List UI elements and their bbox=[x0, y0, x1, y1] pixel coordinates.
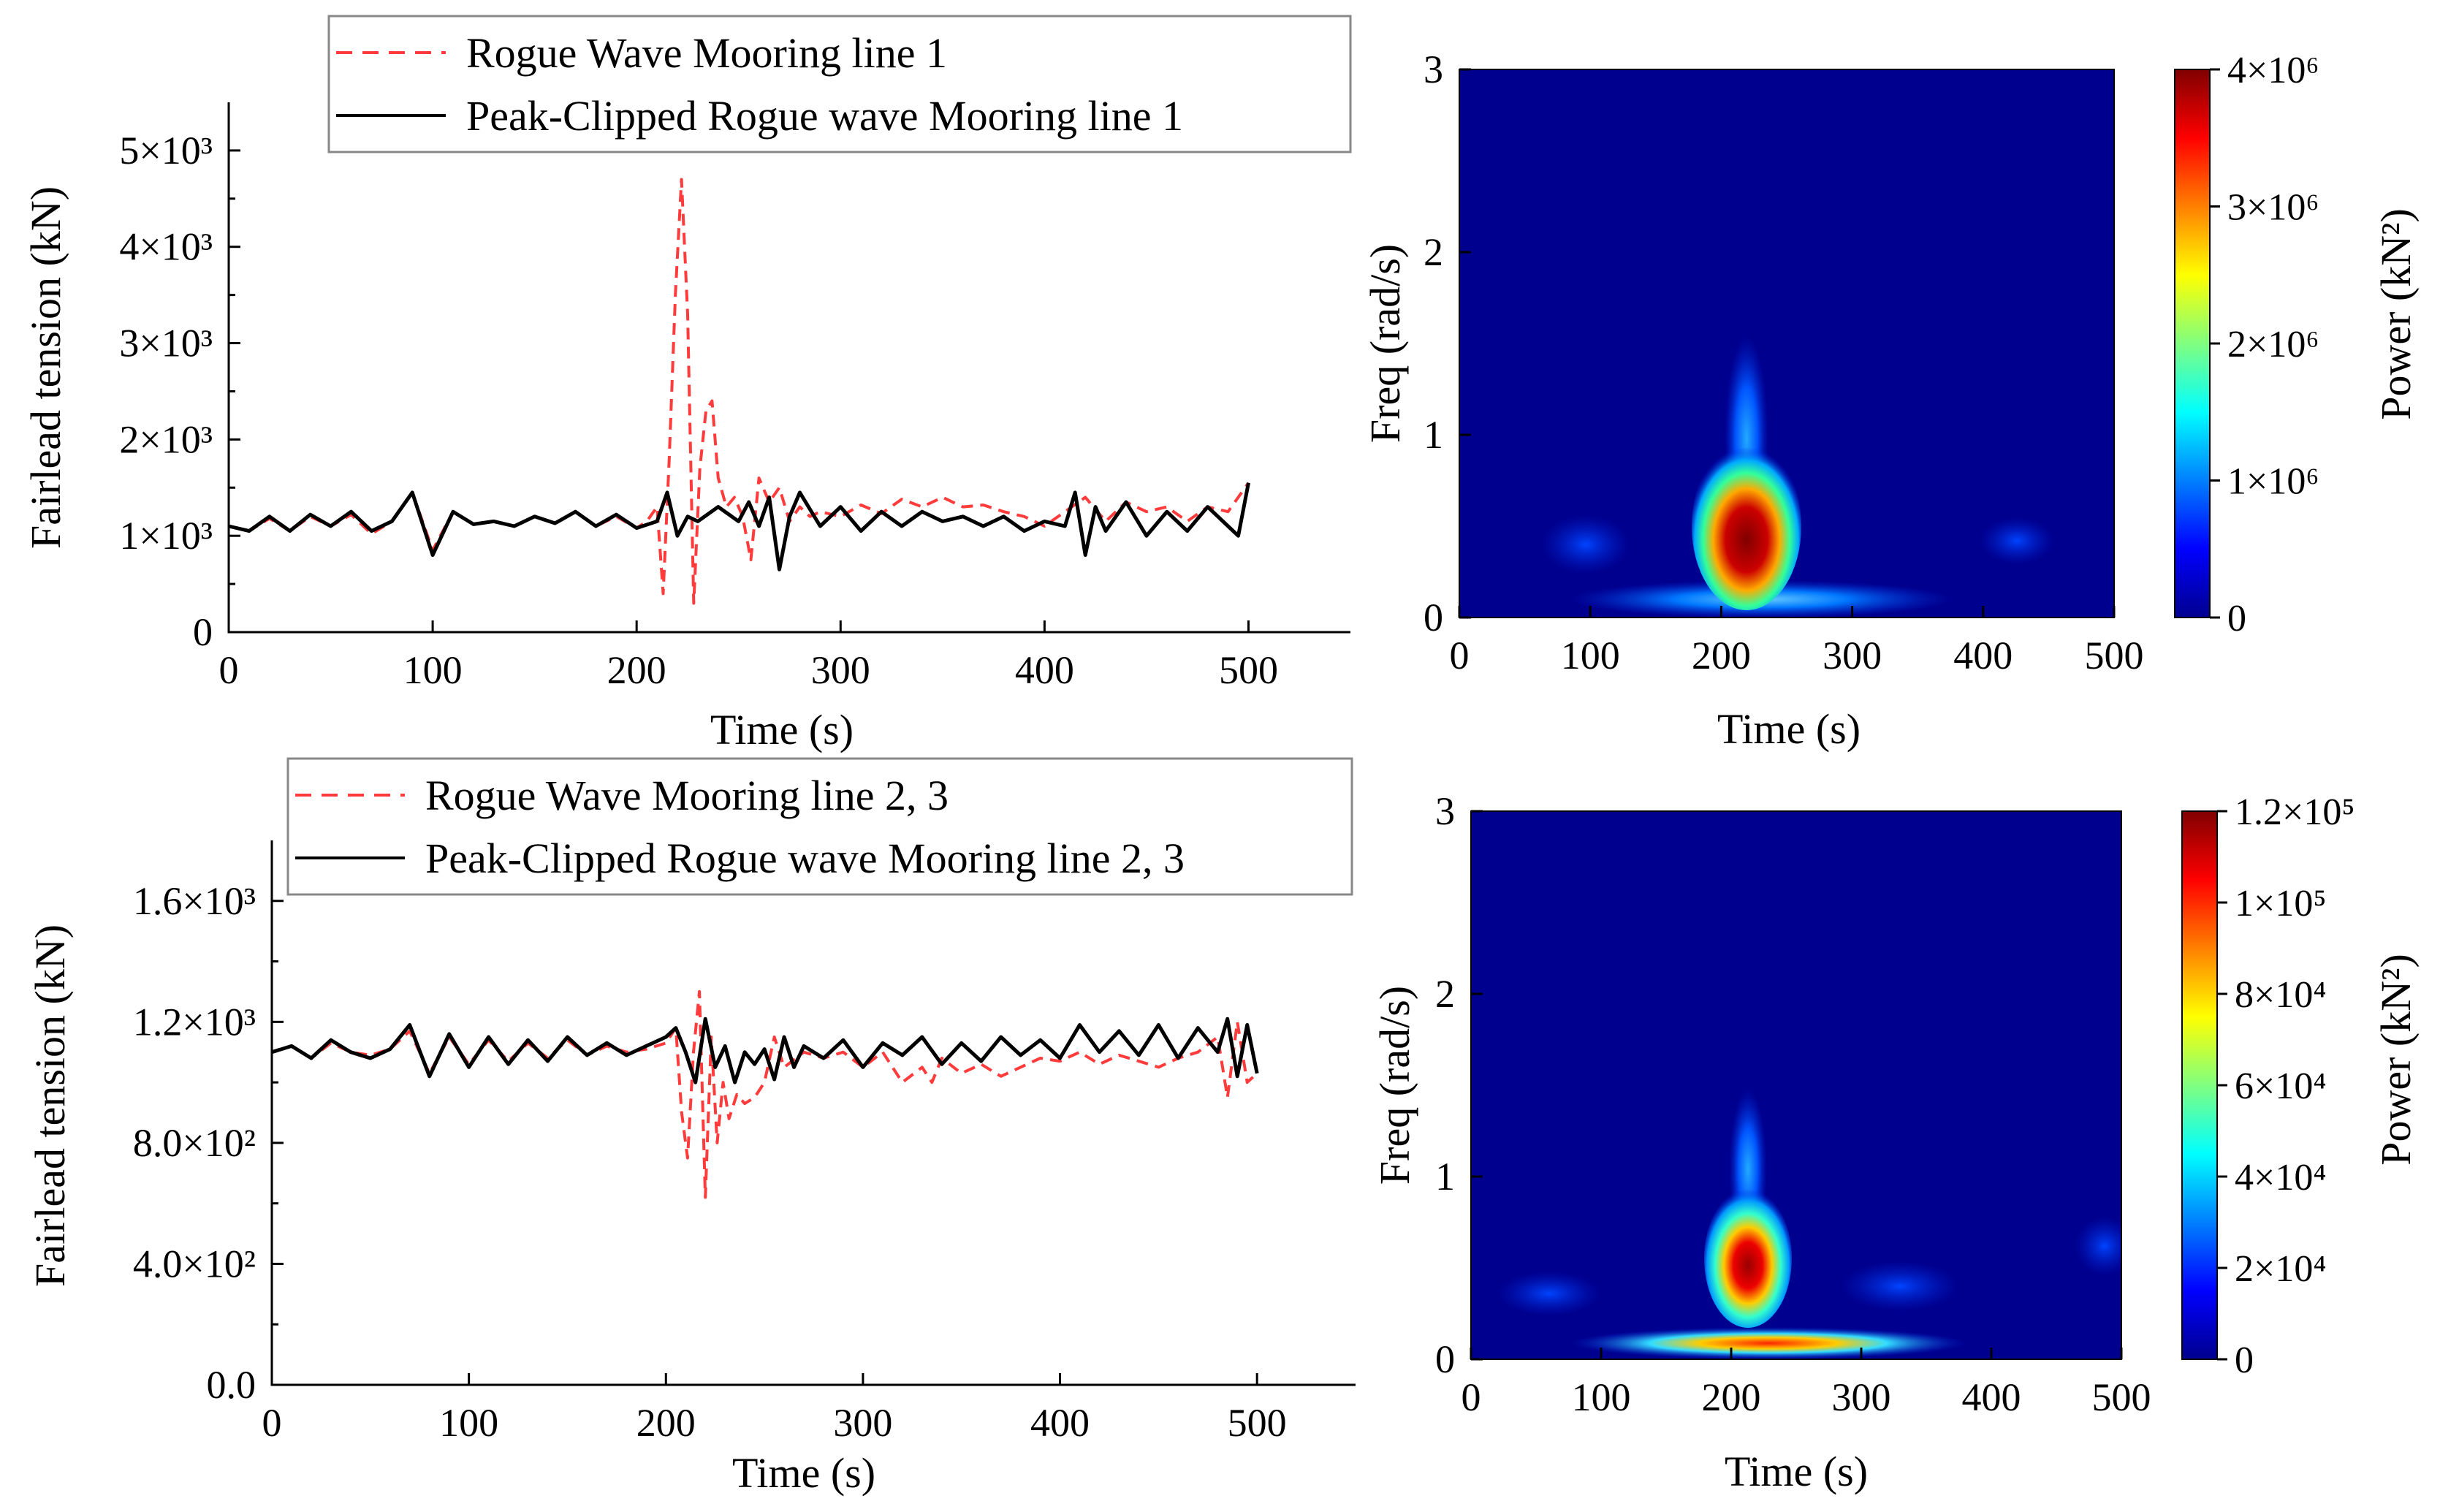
x-tick-label: 300 bbox=[811, 648, 870, 692]
y-axis-label: Fairlead tension (kN) bbox=[22, 186, 69, 549]
y-tick-label: 5×10³ bbox=[119, 129, 213, 172]
x-tick-label: 400 bbox=[1962, 1375, 2021, 1419]
background-glow bbox=[1980, 517, 2053, 564]
colorbar-label: Power (kN²) bbox=[2372, 954, 2420, 1166]
series-line-peak-clipped bbox=[271, 1017, 1259, 1084]
y-tick-label: 2×10³ bbox=[119, 417, 213, 461]
y-tick-label: 3×10³ bbox=[119, 322, 213, 365]
x-tick-label: 100 bbox=[403, 648, 463, 692]
x-tick-label: 200 bbox=[1692, 634, 1751, 677]
colorbar-tick-label: 2×10⁶ bbox=[2227, 324, 2319, 365]
y-tick-label: 1.6×10³ bbox=[133, 879, 256, 923]
x-tick-label: 0 bbox=[1462, 1375, 1481, 1419]
colorbar-label: Power (kN²) bbox=[2372, 208, 2420, 420]
y-tick-label: 0.0 bbox=[207, 1363, 256, 1407]
chart-spectrogram-line1: 0 100 200 300 400 500 0 1 2 3 Time (s) Freq (rad… bbox=[1361, 48, 2420, 753]
x-tick-label: 100 bbox=[1561, 634, 1620, 677]
legend-box-top bbox=[327, 15, 1352, 153]
y-tick-label: 1 bbox=[1424, 413, 1443, 457]
x-tick-label: 200 bbox=[607, 648, 666, 692]
legend-label-rogue-23: Rogue Wave Mooring line 2, 3 bbox=[425, 772, 949, 819]
x-tick-label: 400 bbox=[1030, 1401, 1090, 1445]
colorbar-tick-label: 0 bbox=[2227, 598, 2246, 639]
colorbar bbox=[2181, 810, 2218, 1360]
colorbar-tick-label: 4×10⁴ bbox=[2235, 1157, 2326, 1198]
y-axis-label: Freq (rad/s) bbox=[1371, 986, 1418, 1185]
x-tick-label: 400 bbox=[1015, 648, 1074, 692]
chart-tension-line1: Rogue Wave Mooring line 1 Peak-Clipped R… bbox=[22, 15, 1352, 753]
x-tick-label: 400 bbox=[1953, 634, 2013, 677]
colorbar-tick-label: 1.2×10⁵ bbox=[2235, 791, 2355, 833]
x-tick-label: 300 bbox=[1832, 1375, 1891, 1419]
x-tick-label: 200 bbox=[1702, 1375, 1761, 1419]
x-tick-label: 500 bbox=[2085, 634, 2144, 677]
y-tick-label: 1 bbox=[1435, 1155, 1455, 1198]
legend-box-bottom bbox=[286, 757, 1353, 896]
x-axis-label: Time (s) bbox=[1725, 1448, 1868, 1495]
x-tick-label: 0 bbox=[1450, 634, 1470, 677]
chart-spectrogram-line23: 0 100 200 300 400 500 0 1 2 3 Time (s) Freq (rad… bbox=[1371, 789, 2420, 1495]
x-axis-label: Time (s) bbox=[732, 1449, 875, 1497]
x-tick-label: 300 bbox=[1823, 634, 1882, 677]
colorbar-tick-label: 1×10⁵ bbox=[2235, 883, 2326, 924]
colorbar-tick-label: 2×10⁴ bbox=[2235, 1248, 2326, 1290]
y-tick-label: 2 bbox=[1424, 230, 1443, 274]
y-axis-label: Fairlead tension (kN) bbox=[26, 924, 74, 1287]
y-tick-label: 1.2×10³ bbox=[133, 1000, 256, 1044]
y-tick-label: 0 bbox=[193, 610, 213, 654]
y-tick-label: 0 bbox=[1424, 596, 1443, 639]
power-peak-blob bbox=[1704, 1189, 1792, 1328]
x-tick-label: 500 bbox=[1228, 1401, 1287, 1445]
chart-tension-line23: Rogue Wave Mooring line 2, 3 Peak-Clippe… bbox=[26, 757, 1356, 1497]
x-tick-label: 300 bbox=[833, 1401, 892, 1445]
x-tick-label: 200 bbox=[636, 1401, 696, 1445]
background-glow bbox=[2075, 1217, 2121, 1275]
x-axis-label: Time (s) bbox=[1717, 705, 1861, 753]
background-glow bbox=[1542, 515, 1630, 574]
power-peak-blob bbox=[1692, 442, 1801, 610]
series-line-rogue bbox=[271, 989, 1258, 1199]
x-tick-label: 100 bbox=[1572, 1375, 1631, 1419]
x-tick-label: 0 bbox=[219, 648, 239, 692]
y-tick-label: 4.0×10² bbox=[133, 1242, 256, 1285]
low-freq-band bbox=[1571, 1327, 1966, 1359]
colorbar bbox=[2174, 69, 2211, 618]
x-tick-label: 0 bbox=[262, 1401, 282, 1445]
legend-label-clipped-23: Peak-Clipped Rogue wave Mooring line 2, … bbox=[425, 835, 1185, 882]
y-axis-label: Freq (rad/s) bbox=[1361, 244, 1409, 443]
axis-frame bbox=[227, 102, 1350, 634]
x-tick-label: 500 bbox=[1219, 648, 1278, 692]
colorbar-tick-label: 4×10⁶ bbox=[2227, 50, 2319, 91]
colorbar-tick-label: 8×10⁴ bbox=[2235, 974, 2326, 1016]
x-axis-label: Time (s) bbox=[710, 706, 854, 753]
colorbar-tick-label: 1×10⁶ bbox=[2227, 461, 2319, 503]
y-tick-label: 2 bbox=[1435, 972, 1455, 1016]
y-tick-label: 3 bbox=[1424, 48, 1443, 91]
colorbar-tick-label: 0 bbox=[2235, 1340, 2254, 1381]
x-tick-label: 100 bbox=[439, 1401, 498, 1445]
legend-label-rogue-1: Rogue Wave Mooring line 1 bbox=[466, 29, 947, 77]
y-tick-label: 1×10³ bbox=[119, 514, 213, 558]
y-tick-label: 3 bbox=[1435, 789, 1455, 833]
spectrogram-background bbox=[1471, 811, 2121, 1359]
background-glow bbox=[1498, 1272, 1600, 1315]
y-tick-label: 4×10³ bbox=[119, 225, 213, 269]
colorbar-tick-label: 3×10⁶ bbox=[2227, 187, 2319, 229]
colorbar-tick-label: 6×10⁴ bbox=[2235, 1065, 2326, 1107]
series-line-rogue bbox=[228, 178, 1250, 605]
y-tick-label: 0 bbox=[1435, 1337, 1455, 1381]
series-line-peak-clipped bbox=[228, 482, 1250, 571]
y-tick-label: 8.0×10² bbox=[133, 1121, 256, 1165]
spectrogram-frame bbox=[1459, 69, 2115, 618]
background-glow bbox=[1842, 1261, 1958, 1311]
x-tick-label: 500 bbox=[2092, 1375, 2151, 1419]
axis-frame bbox=[270, 840, 1356, 1386]
spectrogram-frame bbox=[1470, 810, 2122, 1360]
legend-label-clipped-1: Peak-Clipped Rogue wave Mooring line 1 bbox=[466, 92, 1183, 140]
